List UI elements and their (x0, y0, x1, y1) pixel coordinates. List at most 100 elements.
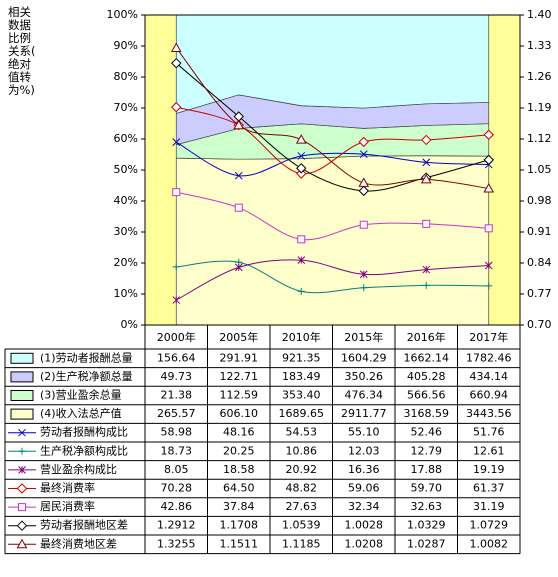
y-tick-label: 90% (114, 39, 138, 52)
table-value: 566.56 (407, 389, 446, 402)
marker (422, 281, 430, 289)
y-tick-label: 80% (114, 70, 138, 83)
table-value: 10.86 (286, 444, 318, 457)
category-label: 2015年 (344, 330, 383, 344)
y2-tick-label: 1.40 (527, 8, 552, 21)
table-value: 1.0287 (407, 537, 446, 550)
table-value: 291.91 (220, 351, 259, 364)
legend-label: 最终消费地区差 (40, 536, 117, 550)
marker (16, 538, 28, 549)
marker (421, 134, 432, 146)
y-tick-label: 60% (114, 132, 138, 145)
marker (18, 466, 26, 474)
marker (297, 235, 306, 244)
y-tick-label: 0% (121, 318, 138, 331)
legend-key (10, 408, 34, 420)
y2-tick-label: 0.84 (527, 256, 552, 269)
table-value: 1.0539 (282, 519, 321, 532)
marker (296, 163, 307, 174)
y-tick-label: 40% (114, 194, 138, 207)
table-value: 434.14 (470, 370, 509, 383)
table-value: 1.0208 (345, 537, 384, 550)
legend-key (10, 352, 34, 364)
table-value: 1.2912 (157, 519, 196, 532)
marker (171, 101, 182, 113)
legend-label: (3)营业盈余总量 (40, 388, 122, 402)
table-value: 31.19 (473, 500, 505, 513)
marker (485, 282, 493, 290)
marker (422, 158, 431, 167)
table-value: 3443.56 (466, 407, 512, 420)
table-value: 37.84 (223, 500, 255, 513)
table-value: 1.0729 (470, 519, 509, 532)
marker (358, 177, 370, 187)
table-value: 55.10 (348, 426, 380, 439)
legend-key (10, 371, 34, 383)
table-value: 51.76 (473, 426, 505, 439)
marker (483, 154, 494, 166)
table-value: 61.37 (473, 482, 505, 495)
marker (234, 203, 243, 212)
marker (233, 119, 245, 130)
table-value: 1.1511 (220, 537, 259, 550)
table-value: 660.94 (470, 389, 509, 402)
table-value: 19.19 (473, 463, 505, 476)
table-value: 2911.77 (341, 407, 387, 420)
marker (18, 428, 26, 437)
table-value: 20.92 (286, 463, 318, 476)
table-value: 1782.46 (466, 351, 512, 364)
y2-tick-label: 1.33 (527, 39, 552, 52)
table-value: 1.3255 (157, 537, 196, 550)
table-value: 1.1708 (220, 519, 259, 532)
y2-tick-label: 0.98 (527, 194, 552, 207)
marker (484, 224, 493, 233)
table-value: 59.06 (348, 482, 380, 495)
marker (422, 265, 431, 274)
marker (170, 42, 182, 52)
marker (483, 129, 494, 140)
table-value: 265.57 (157, 407, 196, 420)
marker (18, 503, 26, 512)
table-value: 122.71 (220, 370, 259, 383)
legend-label: 劳动者报酬地区差 (40, 518, 128, 532)
table-value: 48.16 (223, 426, 255, 439)
marker (234, 171, 243, 180)
category-label: 2000年 (157, 330, 196, 344)
table-value: 8.05 (164, 463, 189, 476)
table-value: 1.1185 (282, 537, 321, 550)
table-value: 32.63 (411, 500, 443, 513)
y-tick-label: 50% (114, 163, 138, 176)
table-value: 16.36 (348, 463, 380, 476)
marker (172, 296, 181, 304)
marker (359, 220, 368, 229)
marker (16, 483, 28, 494)
table-value: 1.0028 (345, 519, 384, 532)
table-value: 353.40 (282, 389, 321, 402)
legend-key (10, 390, 34, 401)
table-value: 21.38 (161, 389, 193, 402)
category-label: 2017年 (469, 330, 508, 344)
marker (295, 134, 307, 144)
table-value: 1662.14 (404, 351, 450, 364)
marker (296, 168, 307, 179)
table-value: 350.26 (345, 370, 384, 383)
legend-label: 营业盈余构成比 (40, 462, 117, 476)
table-value: 32.34 (348, 500, 380, 513)
legend-label: 最终消费率 (40, 481, 95, 495)
marker (172, 138, 181, 147)
marker (18, 447, 26, 455)
table-value: 3168.59 (404, 407, 450, 420)
legend-label: (1)劳动者报酬总量 (40, 350, 133, 364)
table-value: 156.64 (157, 351, 196, 364)
table-value: 64.50 (223, 482, 255, 495)
marker (358, 136, 369, 148)
table-value: 112.59 (220, 389, 259, 402)
y2-tick-label: 1.12 (527, 132, 552, 145)
y-tick-label: 10% (114, 287, 138, 300)
y-tick-label: 30% (114, 225, 138, 238)
table-value: 12.79 (411, 444, 443, 457)
marker (171, 57, 182, 69)
table-value: 12.03 (348, 444, 380, 457)
